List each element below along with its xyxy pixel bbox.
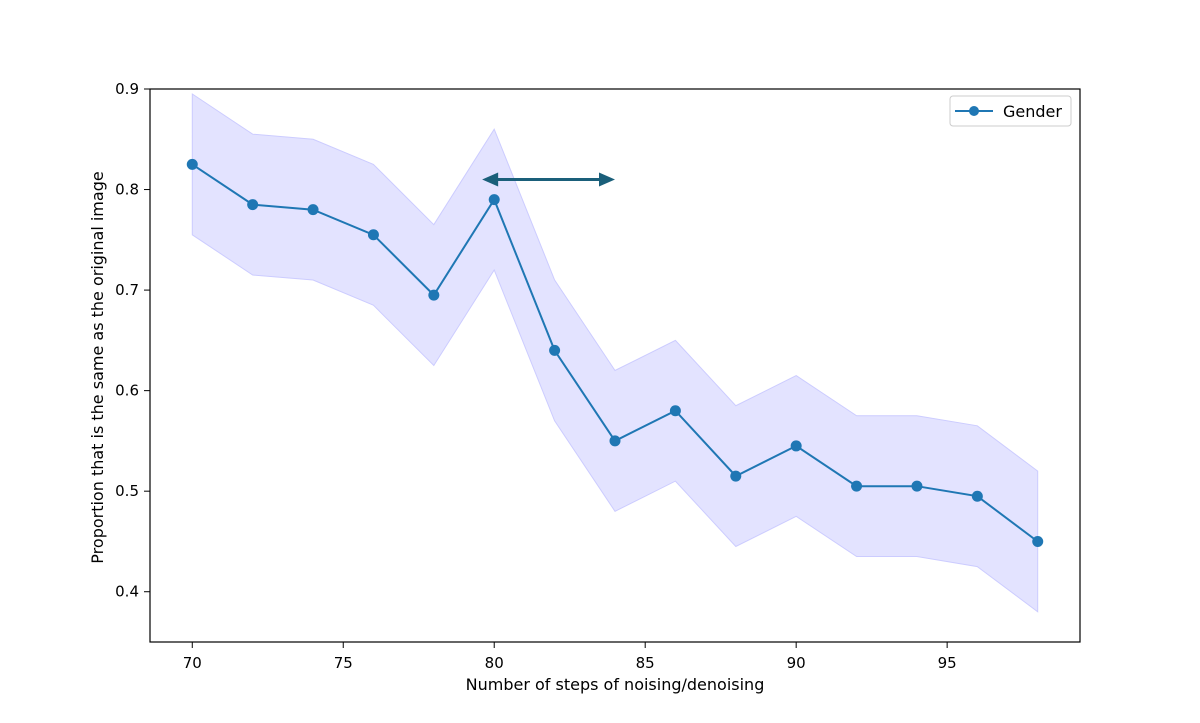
legend-label-gender: Gender xyxy=(1003,102,1062,121)
data-point xyxy=(307,204,319,216)
x-tick-label: 70 xyxy=(183,654,202,672)
x-tick-label: 85 xyxy=(636,654,655,672)
data-point xyxy=(549,344,561,356)
data-point xyxy=(247,199,259,211)
data-point xyxy=(367,229,379,241)
x-tick-label: 95 xyxy=(938,654,957,672)
data-point xyxy=(851,480,863,492)
data-point xyxy=(1032,535,1044,547)
x-tick-label: 75 xyxy=(334,654,353,672)
legend-marker-swatch xyxy=(969,106,979,116)
confidence-band-layer xyxy=(191,93,1039,613)
y-tick-label: 0.4 xyxy=(115,583,139,601)
y-tick-label: 0.8 xyxy=(115,181,139,199)
data-point xyxy=(730,470,742,482)
legend: Gender xyxy=(949,95,1072,127)
y-axis-ticks: 0.4 0.5 0.6 0.7 0.8 0.9 xyxy=(115,80,150,601)
x-axis-label: Number of steps of noising/denoising xyxy=(466,675,765,694)
data-point xyxy=(428,289,440,301)
legend-box xyxy=(949,95,1072,127)
data-point xyxy=(488,194,500,206)
y-tick-label: 0.5 xyxy=(115,482,139,500)
data-point xyxy=(609,435,621,447)
range-arrow-head-right xyxy=(599,172,615,187)
x-tick-label: 90 xyxy=(787,654,806,672)
plot-frame xyxy=(149,88,1081,643)
data-point xyxy=(971,490,983,502)
y-tick-label: 0.9 xyxy=(115,80,139,98)
x-tick-label: 80 xyxy=(485,654,504,672)
annotation-layer xyxy=(482,172,615,187)
x-axis-ticks: 70 75 80 85 90 95 xyxy=(183,642,957,672)
data-point xyxy=(186,158,198,170)
y-axis-label: Proportion that is the same as the origi… xyxy=(88,171,107,563)
y-tick-label: 0.7 xyxy=(115,281,139,299)
data-point xyxy=(790,440,802,452)
range-arrow-head-left xyxy=(482,172,499,187)
data-point-layer xyxy=(186,158,1044,547)
y-tick-label: 0.6 xyxy=(115,382,139,400)
data-point xyxy=(911,480,923,492)
confidence-band xyxy=(191,93,1039,613)
data-point xyxy=(669,405,681,417)
